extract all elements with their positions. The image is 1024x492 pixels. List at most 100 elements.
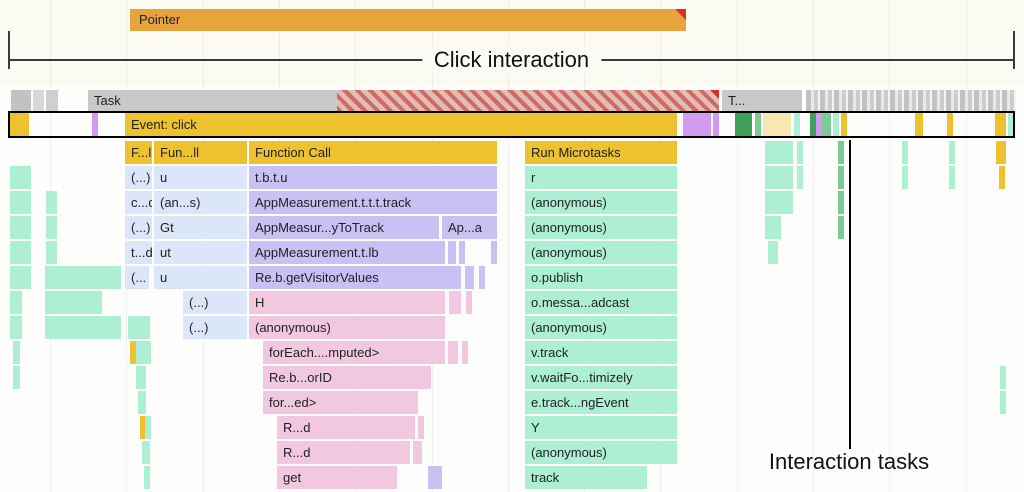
task-sliver[interactable] <box>46 90 58 111</box>
flame-bar-small[interactable] <box>465 266 474 289</box>
flame-bar-small[interactable] <box>902 141 908 164</box>
flame-bar[interactable]: get <box>277 466 397 489</box>
event-segment[interactable] <box>841 113 847 136</box>
flame-bar[interactable]: Gt <box>154 216 247 239</box>
flame-bar-small[interactable] <box>46 191 57 214</box>
flame-bar[interactable]: c...d <box>125 191 152 214</box>
flame-bar[interactable]: e.track...ngEvent <box>525 391 677 414</box>
event-segment[interactable] <box>763 113 791 136</box>
flame-bar-small[interactable] <box>46 216 57 239</box>
flame-bar[interactable]: (anonymous) <box>525 216 677 239</box>
event-click-bar[interactable]: Event: click <box>125 113 677 136</box>
flame-bar-small[interactable] <box>13 366 20 389</box>
flame-bar-small[interactable] <box>138 391 146 414</box>
flame-bar-small[interactable] <box>838 216 844 239</box>
flame-bar-small[interactable] <box>949 141 955 164</box>
flame-bar[interactable]: F...l <box>125 141 152 164</box>
flame-bar[interactable]: (an...s) <box>154 191 247 214</box>
flame-bar[interactable]: R...d <box>277 441 410 464</box>
flame-bar[interactable]: Fun...ll <box>154 141 247 164</box>
event-segment[interactable] <box>995 113 1006 136</box>
flame-bar-small[interactable] <box>996 141 1006 164</box>
flame-bar[interactable]: Re.b...orID <box>263 366 431 389</box>
flame-bar-small[interactable] <box>418 416 424 439</box>
task-sliver[interactable] <box>11 90 31 111</box>
flame-bar[interactable]: r <box>525 166 677 189</box>
flame-bar[interactable]: u <box>154 166 247 189</box>
flame-bar-small[interactable] <box>765 216 781 239</box>
flame-bar[interactable]: u <box>154 266 247 289</box>
task-slivers[interactable] <box>806 90 1016 111</box>
flame-bar-small[interactable] <box>768 241 778 264</box>
event-segment[interactable] <box>92 113 98 136</box>
event-segment[interactable] <box>683 113 711 136</box>
flame-bar[interactable]: AppMeasur...yToTrack <box>249 216 439 239</box>
flame-bar[interactable]: Y <box>525 416 677 439</box>
flame-bar-small[interactable] <box>902 166 908 189</box>
task-sliver[interactable] <box>33 90 44 111</box>
flame-bar[interactable]: track <box>525 466 647 489</box>
flame-bar-small[interactable] <box>413 441 422 464</box>
flame-bar-small[interactable] <box>45 316 121 339</box>
flame-bar-small[interactable] <box>10 216 31 239</box>
flame-bar-small[interactable] <box>765 191 793 214</box>
pointer-interaction-bar[interactable]: Pointer <box>130 9 686 31</box>
flame-bar-small[interactable] <box>130 341 136 364</box>
flame-bar-small[interactable] <box>1000 366 1006 389</box>
flame-bar-small[interactable] <box>449 291 461 314</box>
flame-bar-small[interactable] <box>10 241 31 264</box>
flame-bar[interactable]: R...d <box>277 416 415 439</box>
flame-bar-small[interactable] <box>838 191 844 214</box>
flame-bar-small[interactable] <box>10 191 31 214</box>
flame-bar-small[interactable] <box>838 166 844 189</box>
event-segment[interactable] <box>915 113 923 136</box>
flame-bar[interactable]: AppMeasurement.t.lb <box>249 241 445 264</box>
flame-bar-small[interactable] <box>448 341 458 364</box>
flame-bar[interactable]: (anonymous) <box>525 316 677 339</box>
flame-bar[interactable]: Re.b.getVisitorValues <box>249 266 461 289</box>
flame-bar-small[interactable] <box>128 316 150 339</box>
event-segment[interactable] <box>947 113 953 136</box>
flame-bar-small[interactable] <box>144 466 150 489</box>
click-interaction-whisker[interactable]: Click interaction <box>8 31 1015 73</box>
flame-bar[interactable]: o.messa...adcast <box>525 291 677 314</box>
flame-bar[interactable]: o.publish <box>525 266 677 289</box>
flame-bar-small[interactable] <box>428 466 442 489</box>
event-segment[interactable] <box>833 113 839 136</box>
flame-bar-small[interactable] <box>10 291 22 314</box>
flame-bar[interactable]: v.waitFo...timizely <box>525 366 677 389</box>
flame-bar[interactable]: (...) <box>125 166 152 189</box>
flame-bar[interactable]: (anonymous) <box>525 441 677 464</box>
flame-bar[interactable]: Function Call <box>249 141 497 164</box>
flame-bar-small[interactable] <box>46 241 57 264</box>
flame-bar-small[interactable] <box>949 166 955 189</box>
flame-bar[interactable]: (...) <box>183 316 247 339</box>
flame-bar[interactable]: v.track <box>525 341 677 364</box>
flame-bar-small[interactable] <box>462 341 468 364</box>
flame-bar[interactable]: (anonymous) <box>525 241 677 264</box>
flame-bar-small[interactable] <box>479 266 485 289</box>
flame-bar-small[interactable] <box>136 366 146 389</box>
flame-bar[interactable]: AppMeasurement.t.t.t.track <box>249 191 497 214</box>
flame-bar-small[interactable] <box>140 416 146 439</box>
event-segment[interactable] <box>822 113 831 136</box>
flame-bar-small[interactable] <box>448 241 456 264</box>
flame-bar-small[interactable] <box>1000 391 1006 414</box>
flame-bar[interactable]: (...) <box>183 291 247 314</box>
flame-bar-small[interactable] <box>10 166 31 189</box>
event-segment[interactable] <box>10 113 29 136</box>
flame-bar[interactable]: forEach....mputed> <box>263 341 445 364</box>
flame-bar[interactable]: (...) <box>125 216 152 239</box>
event-segment[interactable] <box>810 113 816 136</box>
task-bar[interactable]: T... <box>722 90 802 111</box>
flame-bar[interactable]: Ap...a <box>442 216 497 239</box>
flame-bar-small[interactable] <box>466 291 472 314</box>
flame-bar[interactable]: t...d <box>125 241 152 264</box>
flame-bar[interactable]: (anonymous) <box>525 191 677 214</box>
flame-bar[interactable]: (anonymous) <box>249 316 445 339</box>
flame-bar-small[interactable] <box>459 241 465 264</box>
flame-bar-small[interactable] <box>765 166 793 189</box>
flame-bar-small[interactable] <box>999 166 1005 189</box>
flame-bar[interactable]: for...ed> <box>263 391 418 414</box>
flame-bar-small[interactable] <box>136 341 151 364</box>
